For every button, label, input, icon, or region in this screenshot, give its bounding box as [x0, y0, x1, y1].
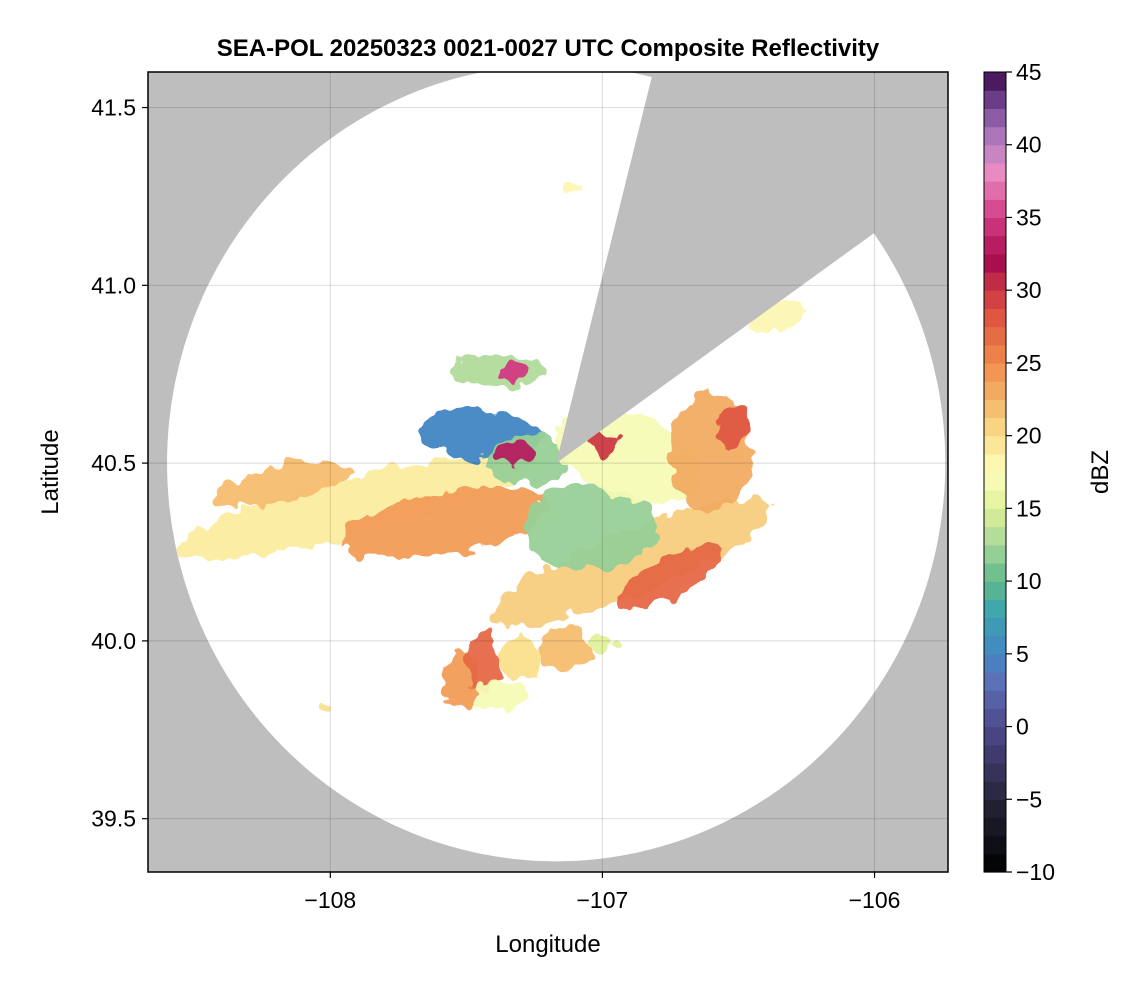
colorbar-swatch — [984, 326, 1006, 346]
x-axis-label: Longitude — [495, 931, 600, 958]
y-tick-label: 39.5 — [91, 806, 136, 832]
colorbar-ticks: 45 40 35 30 25 20 15 10 5 0 −5 −10 — [1006, 59, 1055, 885]
colorbar-swatch — [984, 217, 1006, 237]
colorbar-swatch — [984, 672, 1006, 691]
echo-region — [588, 633, 617, 656]
colorbar-swatch — [984, 635, 1006, 655]
colorbar-swatch — [984, 526, 1006, 546]
echo-region — [342, 487, 547, 560]
colorbar-swatch — [984, 272, 1006, 291]
x-tick-label: −106 — [849, 887, 901, 913]
colorbar-tick-label: 20 — [1016, 423, 1042, 449]
colorbar-tick-label: 5 — [1016, 641, 1029, 667]
colorbar-swatch — [984, 472, 1006, 491]
x-tick-label: −108 — [304, 887, 356, 913]
colorbar-tick-label: 45 — [1016, 59, 1042, 85]
y-tick-label: 40.5 — [91, 450, 136, 476]
colorbar-swatch — [984, 708, 1006, 728]
chart-title: SEA-POL 20250323 0021-0027 UTC Composite… — [217, 35, 880, 62]
colorbar-swatch — [984, 781, 1006, 800]
echo-layer — [177, 181, 806, 714]
colorbar-tick-label: −5 — [1016, 786, 1042, 812]
colorbar-swatch — [984, 417, 1006, 437]
echo-region — [716, 406, 750, 449]
colorbar-swatch — [984, 762, 1006, 782]
colorbar-tick-label: 35 — [1016, 204, 1042, 230]
colorbar-swatch — [984, 835, 1006, 855]
colorbar-swatch — [984, 72, 1006, 91]
colorbar-swatch — [984, 90, 1006, 109]
colorbar-swatch — [984, 490, 1006, 509]
echo-region — [466, 630, 500, 695]
colorbar-swatch — [984, 726, 1006, 746]
colorbar-swatch — [984, 435, 1006, 455]
blocked-sector-wedge — [556, 72, 948, 464]
colorbar-swatch — [984, 162, 1006, 182]
echo-region — [616, 544, 724, 610]
colorbar-tick-label: 15 — [1016, 495, 1042, 521]
echo-region — [471, 680, 527, 709]
colorbar-frame — [983, 71, 1007, 873]
colorbar-swatch — [984, 853, 1006, 873]
colorbar-swatch — [984, 653, 1006, 673]
colorbar-tick-label: 40 — [1016, 132, 1042, 158]
colorbar-swatch — [984, 108, 1006, 128]
colorbar-swatch — [984, 799, 1006, 819]
colorbar-swatch — [984, 144, 1006, 164]
colorbar-swatch — [984, 617, 1006, 637]
y-tick-label: 40.0 — [91, 628, 136, 654]
echo-region — [501, 360, 529, 382]
colorbar-swatch — [984, 381, 1006, 400]
echo-region — [177, 453, 538, 559]
colorbar-swatch — [984, 399, 1006, 419]
colorbar-swatch — [984, 362, 1006, 382]
echo-region — [490, 499, 769, 627]
colorbar-swatch — [984, 544, 1006, 564]
plot-area — [148, 72, 948, 872]
colorbar-tick-label: 0 — [1016, 714, 1029, 740]
blocked-sector — [556, 72, 948, 464]
echo-region — [539, 626, 589, 670]
echo-region — [490, 440, 535, 465]
grid-lines — [148, 72, 948, 872]
colorbar-tick-label: −10 — [1016, 859, 1055, 885]
colorbar-swatch — [984, 199, 1006, 219]
colorbar-swatch — [984, 562, 1006, 582]
plot-frame — [147, 71, 949, 873]
y-tick-label: 41.0 — [91, 272, 136, 298]
colorbar — [983, 71, 1007, 873]
echo-region — [212, 461, 351, 508]
y-axis-label: Latitude — [37, 429, 64, 514]
colorbar-label: dBZ — [1087, 450, 1114, 494]
colorbar-swatch — [984, 344, 1006, 364]
echo-region — [320, 703, 329, 714]
echo-region — [499, 637, 543, 681]
colorbar-swatch — [984, 581, 1006, 600]
colorbar-swatch — [984, 290, 1006, 309]
x-axis-ticks: −108 −107 −106 — [304, 872, 900, 913]
colorbar-swatch — [984, 126, 1006, 146]
colorbar-swatch — [984, 308, 1006, 328]
y-tick-label: 41.5 — [91, 95, 136, 121]
colorbar-swatch — [984, 817, 1006, 837]
colorbar-swatch — [984, 253, 1006, 273]
colorbar-swatch — [984, 235, 1006, 255]
echo-region — [520, 484, 657, 570]
colorbar-swatch — [984, 599, 1006, 619]
echo-region — [588, 431, 617, 453]
colorbar-swatch — [984, 181, 1006, 200]
colorbar-swatch — [984, 453, 1006, 473]
colorbar-swatch — [984, 508, 1006, 528]
y-axis-ticks: 39.5 40.0 40.5 41.0 41.5 — [91, 95, 148, 832]
colorbar-swatch — [984, 690, 1006, 709]
colorbar-swatch — [984, 744, 1006, 764]
colorbar-tick-label: 10 — [1016, 568, 1042, 594]
echo-region — [561, 181, 578, 191]
x-tick-label: −107 — [577, 887, 629, 913]
colorbar-tick-label: 30 — [1016, 277, 1042, 303]
colorbar-tick-label: 25 — [1016, 350, 1042, 376]
echo-region — [455, 352, 543, 389]
